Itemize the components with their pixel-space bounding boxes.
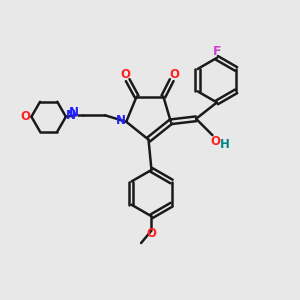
Text: H: H bbox=[220, 138, 230, 151]
Text: O: O bbox=[146, 227, 157, 240]
Text: N: N bbox=[116, 114, 126, 127]
Text: N: N bbox=[66, 109, 76, 122]
Text: F: F bbox=[213, 45, 221, 58]
Text: O: O bbox=[169, 68, 179, 81]
Text: N: N bbox=[69, 106, 79, 119]
Text: O: O bbox=[20, 110, 31, 123]
Text: O: O bbox=[210, 135, 220, 148]
Text: O: O bbox=[120, 68, 130, 81]
